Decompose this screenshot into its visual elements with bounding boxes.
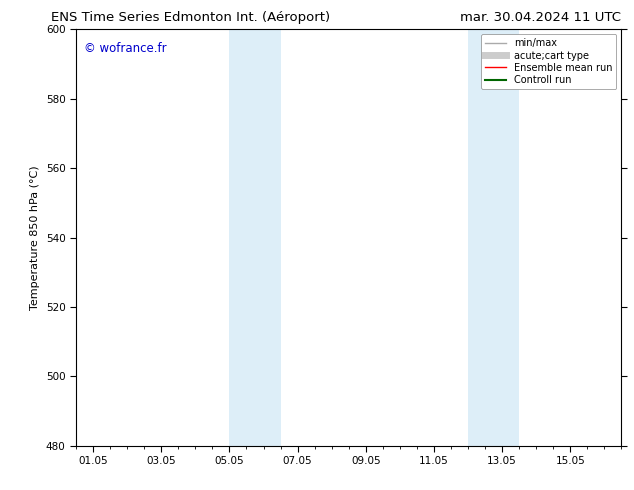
Y-axis label: Temperature 850 hPa (°C): Temperature 850 hPa (°C) [30, 165, 41, 310]
Legend: min/max, acute;cart type, Ensemble mean run, Controll run: min/max, acute;cart type, Ensemble mean … [481, 34, 616, 89]
Text: mar. 30.04.2024 11 UTC: mar. 30.04.2024 11 UTC [460, 11, 621, 24]
Text: © wofrance.fr: © wofrance.fr [84, 42, 167, 55]
Text: ENS Time Series Edmonton Int. (Aéroport): ENS Time Series Edmonton Int. (Aéroport) [51, 11, 330, 24]
Bar [468, 29, 519, 446]
Bar [230, 29, 280, 446]
